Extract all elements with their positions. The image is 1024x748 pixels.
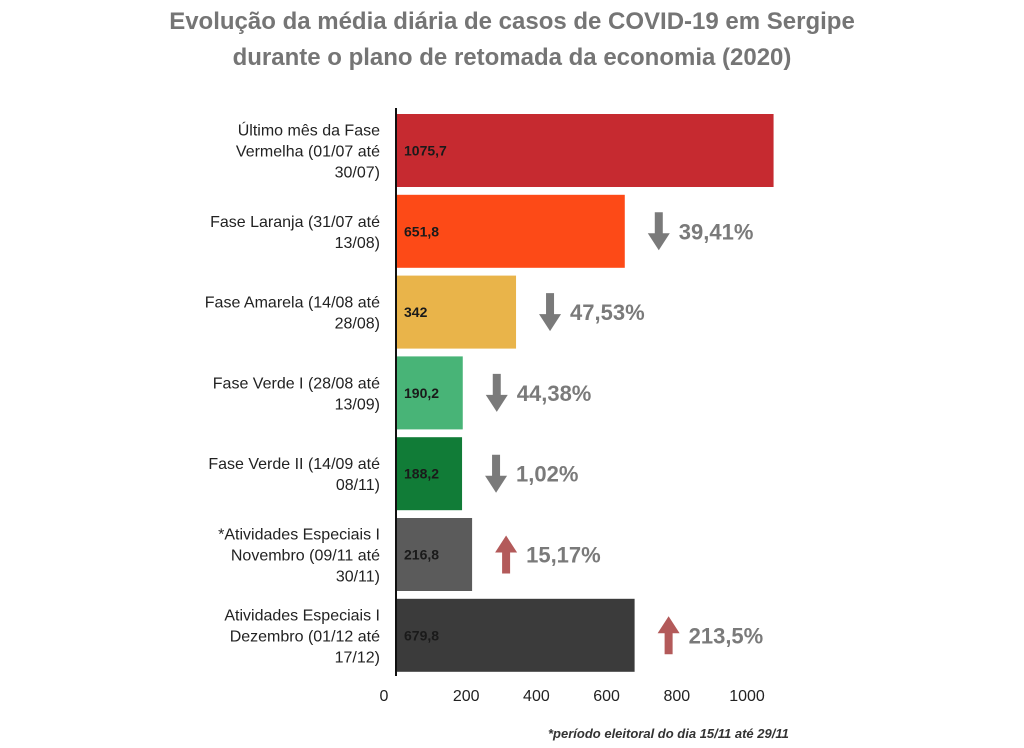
bar-1 <box>396 114 774 187</box>
bar-value-label-2: 651,8 <box>404 223 439 239</box>
category-label-7-line-3: 17/12) <box>335 649 380 666</box>
change-label-5: 1,02% <box>516 462 578 487</box>
change-label-3: 47,53% <box>570 300 645 325</box>
title-line-2: durante o plano de retomada da economia … <box>232 44 792 71</box>
up-arrow-icon-6 <box>495 535 518 574</box>
category-label-3-line-2: 28/08) <box>335 316 380 333</box>
category-label-5-line-2: 08/11) <box>336 477 380 494</box>
category-label-4-line-2: 13/09) <box>335 396 380 413</box>
bar-5 <box>396 437 463 511</box>
category-label-5-line-1: Fase Verde II (14/09 até <box>208 456 380 473</box>
bar-7 <box>396 598 635 672</box>
bar-value-label-4: 190,2 <box>404 385 439 401</box>
chart-title: Evolução da média diária de casos de COV… <box>0 4 1024 76</box>
bar-3 <box>396 275 517 349</box>
down-arrow-icon-3 <box>539 293 562 332</box>
bar-value-label-5: 188,2 <box>404 466 439 482</box>
x-tick-label-200: 200 <box>453 688 480 705</box>
down-arrow-icon-2 <box>647 212 670 251</box>
change-label-7: 213,5% <box>689 623 764 648</box>
bar-4 <box>396 356 463 430</box>
footnote: *período eleitoral do dia 15/11 até 29/1… <box>548 726 789 741</box>
category-label-4-line-1: Fase Verde I (28/08 até <box>213 375 380 392</box>
bar-value-label-6: 216,8 <box>404 547 439 563</box>
category-label-1-line-3: 30/07) <box>335 165 380 182</box>
category-label-2-line-1: Fase Laranja (31/07 até <box>210 214 380 231</box>
category-label-1-line-1: Último mês da Fase <box>238 121 380 140</box>
category-label-6-line-3: 30/11) <box>336 569 380 586</box>
category-label-6-line-1: *Atividades Especiais I <box>218 527 380 544</box>
title-line-1: Evolução da média diária de casos de COV… <box>169 8 855 35</box>
bar-value-label-3: 342 <box>404 304 428 320</box>
x-tick-label-800: 800 <box>663 688 690 705</box>
change-label-2: 39,41% <box>679 219 754 244</box>
bar-value-label-7: 679,8 <box>404 627 439 643</box>
change-label-4: 44,38% <box>517 381 592 406</box>
change-label-6: 15,17% <box>526 543 601 568</box>
category-label-7-line-1: Atividades Especiais I <box>224 607 380 624</box>
x-tick-label-600: 600 <box>593 688 620 705</box>
x-tick-label-0: 0 <box>380 688 389 705</box>
x-tick-label-400: 400 <box>523 688 550 705</box>
category-label-2-line-2: 13/08) <box>335 235 380 252</box>
category-label-3-line-1: Fase Amarela (14/08 até <box>205 295 380 312</box>
bar-6 <box>396 518 473 591</box>
category-label-6-line-2: Novembro (09/11 até <box>231 548 380 565</box>
category-label-1-line-2: Vermelha (01/07 até <box>236 144 380 161</box>
bar-2 <box>396 194 625 268</box>
category-label-7-line-2: Dezembro (01/12 até <box>230 628 380 645</box>
down-arrow-icon-4 <box>485 373 508 412</box>
down-arrow-icon-5 <box>485 454 508 493</box>
up-arrow-icon-7 <box>657 616 680 655</box>
bar-value-label-1: 1075,7 <box>404 143 447 159</box>
x-tick-label-1000: 1000 <box>729 688 765 705</box>
